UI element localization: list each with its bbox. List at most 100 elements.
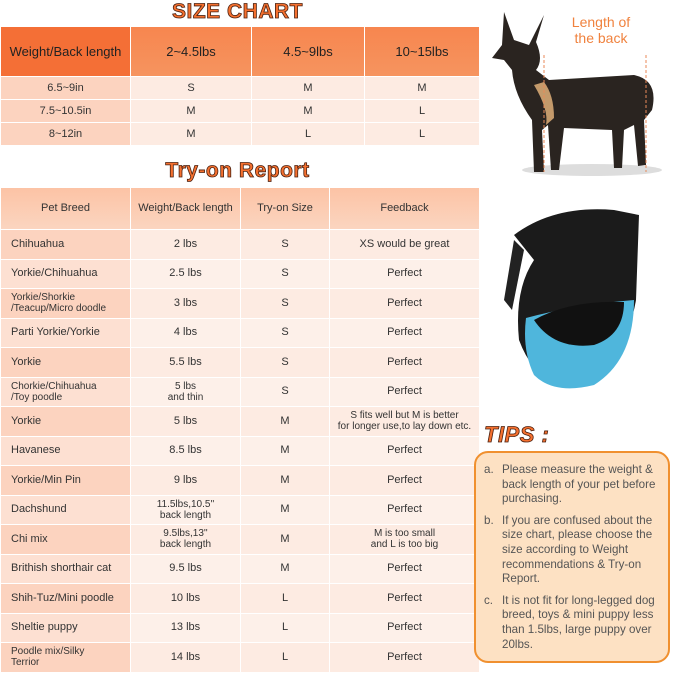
header-cell: Weight/Back length: [1, 27, 130, 76]
header-cell: Weight/Back length: [131, 188, 240, 229]
cell: S: [131, 77, 251, 99]
header-cell: Pet Breed: [1, 188, 130, 229]
cell: 8.5 lbs: [131, 436, 240, 465]
cell: 14 lbs: [131, 643, 240, 672]
cell: Perfect: [330, 289, 479, 318]
cell: S: [241, 289, 329, 318]
cell: M: [252, 100, 364, 122]
tip-item: c. It is not fit for long-legged dog bree…: [484, 594, 660, 652]
body-row: Yorkie 5.5 lbs S Perfect: [1, 348, 479, 377]
cell: S: [241, 230, 329, 259]
header-cell: Feedback: [330, 188, 479, 229]
cell: Sheltie puppy: [1, 613, 130, 642]
cell: Perfect: [330, 643, 479, 672]
cell: 11.5lbs,10.5'' back length: [131, 495, 240, 524]
cell: L: [252, 123, 364, 145]
cell: M: [241, 525, 329, 554]
cell: M is too small and L is too big: [330, 525, 479, 554]
cell: M: [241, 436, 329, 465]
tip-text: It is not fit for long-legged dog breed,…: [502, 593, 655, 651]
cell: Brithish shorthair cat: [1, 554, 130, 583]
body-row: Chorkie/Chihuahua /Toy poodle 5 lbs and t…: [1, 377, 479, 406]
cell: 10 lbs: [131, 584, 240, 613]
body-row: Chi mix 9.5lbs,13'' back length M M is too …: [1, 525, 479, 554]
cell: Poodle mix/Silky Terrior: [1, 643, 130, 672]
cell: Shih-Tuz/Mini poodle: [1, 584, 130, 613]
cell: L: [241, 643, 329, 672]
cell: Yorkie/Chihuahua: [1, 259, 130, 288]
body-row: Parti Yorkie/Yorkie 4 lbs S Perfect: [1, 318, 479, 347]
tip-item: a. Please measure the weight & back lengt…: [484, 463, 660, 507]
sling-bag-photo: [504, 209, 639, 389]
body-row: Shih-Tuz/Mini poodle 10 lbs L Perfect: [1, 584, 479, 613]
cell: S: [241, 318, 329, 347]
body-row: Yorkie/Shorkie /Teacup/Micro doodle 3 lbs…: [1, 289, 479, 318]
tip-item: b. If you are confused about the size cha…: [484, 514, 660, 587]
body-row: Yorkie 5 lbs M S fits well but M is better …: [1, 407, 479, 436]
cell: Perfect: [330, 259, 479, 288]
body-row: Sheltie puppy 13 lbs L Perfect: [1, 613, 479, 642]
cell: 5 lbs and thin: [131, 377, 240, 406]
cell: Dachshund: [1, 495, 130, 524]
length-annotation: Length of the back: [571, 14, 631, 46]
cell: Yorkie/Shorkie /Teacup/Micro doodle: [1, 289, 130, 318]
tip-text: If you are confused about the size chart…: [502, 513, 653, 586]
dog-photo: [492, 12, 662, 176]
cell: Yorkie/Min Pin: [1, 466, 130, 495]
cell: Havanese: [1, 436, 130, 465]
cell: M: [131, 100, 251, 122]
cell: S: [241, 259, 329, 288]
cell: 8~12in: [1, 123, 130, 145]
cell: Chi mix: [1, 525, 130, 554]
body-row: Dachshund 11.5lbs,10.5'' back length M Perf…: [1, 495, 479, 524]
cell: 6.5~9in: [1, 77, 130, 99]
cell: S fits well but M is better for longer u…: [330, 407, 479, 436]
body-row: Chihuahua 2 lbs S XS would be great: [1, 230, 479, 259]
cell: S: [241, 348, 329, 377]
cell: Perfect: [330, 495, 479, 524]
cell: 2 lbs: [131, 230, 240, 259]
cell: Perfect: [330, 348, 479, 377]
cell: 4 lbs: [131, 318, 240, 347]
tip-text: Please measure the weight & back length …: [502, 463, 656, 506]
cell: L: [365, 123, 479, 145]
cell: 9 lbs: [131, 466, 240, 495]
try-on-title: Try-on Report: [165, 159, 310, 183]
tips-title: TIPS :: [484, 422, 550, 448]
tip-marker: b.: [484, 513, 494, 527]
cell: M: [241, 466, 329, 495]
cell: Perfect: [330, 613, 479, 642]
cell: L: [241, 613, 329, 642]
body-row: 7.5~10.5in M M L: [1, 100, 479, 122]
cell: 5.5 lbs: [131, 348, 240, 377]
body-row: Poodle mix/Silky Terrior 14 lbs L Perfect: [1, 643, 479, 672]
header-cell: Try-on Size: [241, 188, 329, 229]
header-cell: 4.5~9lbs: [252, 27, 364, 76]
body-row: Brithish shorthair cat 9.5 lbs M Perfect: [1, 554, 479, 583]
cell: Perfect: [330, 584, 479, 613]
body-row: Yorkie/Chihuahua 2.5 lbs S Perfect: [1, 259, 479, 288]
cell: M: [241, 495, 329, 524]
cell: S: [241, 377, 329, 406]
cell: Perfect: [330, 318, 479, 347]
body-row: 8~12in M L L: [1, 123, 479, 145]
cell: Perfect: [330, 466, 479, 495]
cell: Perfect: [330, 436, 479, 465]
product-images: [492, 12, 662, 389]
tips-box: a. Please measure the weight & back lengt…: [474, 451, 670, 663]
tip-marker: a.: [484, 463, 494, 476]
cell: Yorkie: [1, 407, 130, 436]
header-row: Weight/Back length 2~4.5lbs 4.5~9lbs 10~15l…: [1, 27, 479, 76]
cell: M: [241, 407, 329, 436]
cell: Perfect: [330, 377, 479, 406]
cell: L: [365, 100, 479, 122]
header-cell: 10~15lbs: [365, 27, 479, 76]
cell: M: [241, 554, 329, 583]
header-cell: 2~4.5lbs: [131, 27, 251, 76]
cell: 9.5lbs,13'' back length: [131, 525, 240, 554]
cell: 2.5 lbs: [131, 259, 240, 288]
cell: M: [131, 123, 251, 145]
cell: Chihuahua: [1, 230, 130, 259]
size-chart-title: SIZE CHART: [172, 0, 303, 23]
